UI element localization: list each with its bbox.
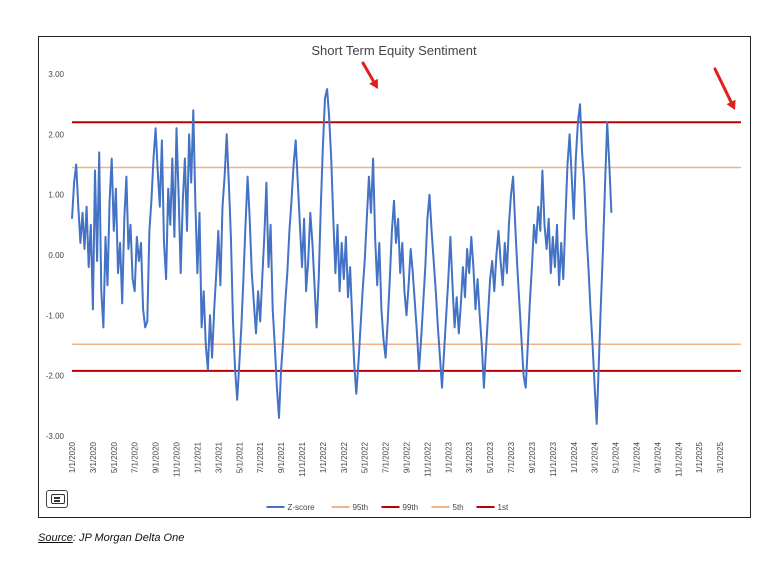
x-tick-label: 11/1/2023 [549,441,558,477]
x-tick-label: 11/1/2024 [674,441,683,477]
x-tick-label: 1/1/2022 [319,441,328,473]
legend-item-99th: 99th [381,503,419,512]
x-tick-label: 3/1/2020 [89,441,98,473]
y-tick-label: 3.00 [48,70,64,79]
x-tick-label: 3/1/2023 [465,441,474,473]
y-tick-label: 0.00 [48,251,64,260]
x-tick-label: 5/1/2023 [486,441,495,473]
annotation-arrows [361,61,736,110]
y-tick-label: 2.00 [48,130,64,139]
arrow-head [369,78,378,89]
x-tick-label: 3/1/2021 [214,441,223,473]
x-tick-label: 1/1/2024 [570,441,579,473]
series-layer [71,88,613,425]
chart-title: Short Term Equity Sentiment [311,43,477,58]
source-label: Source [38,532,73,544]
legend-label: 5th [453,503,464,512]
x-tick-label: 1/1/2020 [68,441,77,473]
y-tick-label: -2.00 [46,372,65,381]
x-tick-label: 3/1/2022 [340,441,349,473]
y-tick-label: -3.00 [46,432,65,441]
legend-label: 1st [498,503,509,512]
x-axis: 1/1/2020 3/1/2020 5/1/2020 7/1/2020 9/1/2020… [68,441,725,477]
x-tick-label: 11/1/2021 [298,441,307,477]
arrow-2022-peak [361,61,378,89]
comment-button[interactable] [46,490,68,508]
arrow-head [726,99,736,110]
chart-frame [38,36,751,518]
x-tick-label: 1/1/2021 [193,441,202,473]
series-line-zscore [71,88,613,425]
arrow-shaft [713,67,733,104]
x-tick-label: 9/1/2023 [528,441,537,473]
legend-item-1st: 1st [476,503,509,512]
x-tick-label: 7/1/2023 [507,441,516,473]
y-tick-label: -1.00 [46,311,65,320]
x-tick-label: 3/1/2024 [591,441,600,473]
legend-item-z-score: Z-score [266,503,316,512]
arrow-shaft [361,61,376,83]
x-tick-label: 7/1/2021 [256,441,265,473]
x-tick-label: 3/1/2025 [716,441,725,473]
x-tick-label: 1/1/2025 [695,441,704,473]
legend-item-5th: 5th [431,503,464,512]
x-tick-label: 5/1/2021 [235,441,244,473]
x-tick-label: 1/1/2023 [444,441,453,473]
x-tick-label: 7/1/2022 [382,441,391,473]
x-tick-label: 5/1/2020 [110,441,119,473]
legend-item-95th: 95th [331,503,369,512]
x-tick-label: 11/1/2020 [173,441,182,477]
legend-label: 99th [403,503,419,512]
arrow-2025-peak [713,67,736,110]
source-note: Source: JP Morgan Delta One [38,532,184,544]
x-tick-label: 9/1/2024 [653,441,662,473]
x-tick-label: 9/1/2020 [152,441,161,473]
y-tick-label: 1.00 [48,191,64,200]
legend-label: 95th [353,503,369,512]
x-tick-label: 9/1/2021 [277,441,286,473]
legend-label: Z-score [288,503,316,512]
x-tick-label: 5/1/2024 [612,441,621,473]
x-tick-label: 9/1/2022 [403,441,412,473]
x-tick-label: 7/1/2020 [131,441,140,473]
y-axis: 3.00 2.00 1.00 0.00 -1.00 -2.00 -3.00 [46,70,65,441]
legend: Z-score 95th 99th 5th 1st [266,503,509,512]
x-tick-label: 5/1/2022 [361,441,370,473]
x-tick-label: 7/1/2024 [632,441,641,473]
source-text: : JP Morgan Delta One [72,532,185,544]
x-tick-label: 11/1/2022 [423,441,432,477]
